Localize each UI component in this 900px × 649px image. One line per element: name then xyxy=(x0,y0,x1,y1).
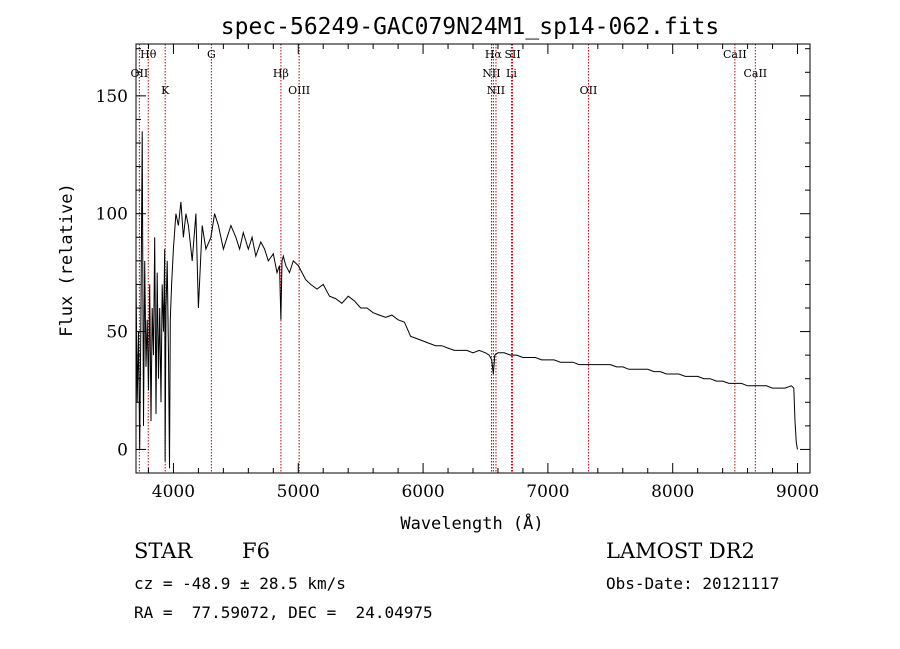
x-tick-label: 9000 xyxy=(776,482,819,502)
spectrum-line xyxy=(135,131,798,469)
spectral-line-label: Hβ xyxy=(273,67,289,80)
y-tick-label: 0 xyxy=(117,440,128,460)
y-tick-label: 150 xyxy=(96,87,128,107)
spectral-line-label: Hθ xyxy=(140,48,157,61)
spectral-line-label: OIII xyxy=(288,84,310,97)
spectral-line-markers: Hθ OII K G Hβ OIII Hα NII NII SII Li OII CaII CaII xyxy=(131,44,767,473)
coordinates: RA = 77.59072, DEC = 24.04975 xyxy=(134,603,433,622)
x-tick-label: 6000 xyxy=(401,482,444,502)
x-tick-label: 5000 xyxy=(277,482,320,502)
x-axis-label: Wavelength (Å) xyxy=(400,512,543,534)
spectral-line-label: SII xyxy=(504,48,520,61)
survey-name: LAMOST DR2 xyxy=(606,539,755,563)
spectral-line-label: Li xyxy=(506,67,517,80)
chart-title: spec-56249-GAC079N24M1_sp14-062.fits xyxy=(221,14,720,40)
spectral-line-label: CaII xyxy=(743,67,767,80)
spectral-line-label: OII xyxy=(131,67,149,80)
x-axis-ticks: 4000 5000 6000 7000 8000 9000 xyxy=(147,44,819,502)
x-tick-label: 8000 xyxy=(651,482,694,502)
spectral-line-label: K xyxy=(161,84,170,97)
object-class: STAR xyxy=(134,539,193,563)
spectral-line-label: CaII xyxy=(723,48,747,61)
obs-date: Obs-Date: 20121117 xyxy=(606,574,780,593)
spectrum-series xyxy=(135,131,798,469)
plot-frame xyxy=(135,43,811,474)
spectral-line-label: G xyxy=(207,48,216,61)
y-tick-label: 100 xyxy=(96,205,128,225)
x-tick-label: 7000 xyxy=(526,482,569,502)
spectral-line-label: NII xyxy=(482,67,500,80)
y-axis-label: Flux (relative) xyxy=(57,183,77,337)
redshift-cz: cz = -48.9 ± 28.5 km/s xyxy=(134,574,346,593)
y-axis-ticks: 0 50 100 150 xyxy=(96,48,810,474)
spectral-line-label: OII xyxy=(580,84,598,97)
spectral-line-label: Hα xyxy=(485,48,503,61)
object-subclass: F6 xyxy=(242,539,270,563)
spectral-line-label: NII xyxy=(487,84,505,97)
x-tick-label: 4000 xyxy=(152,482,195,502)
y-tick-label: 50 xyxy=(106,323,128,343)
